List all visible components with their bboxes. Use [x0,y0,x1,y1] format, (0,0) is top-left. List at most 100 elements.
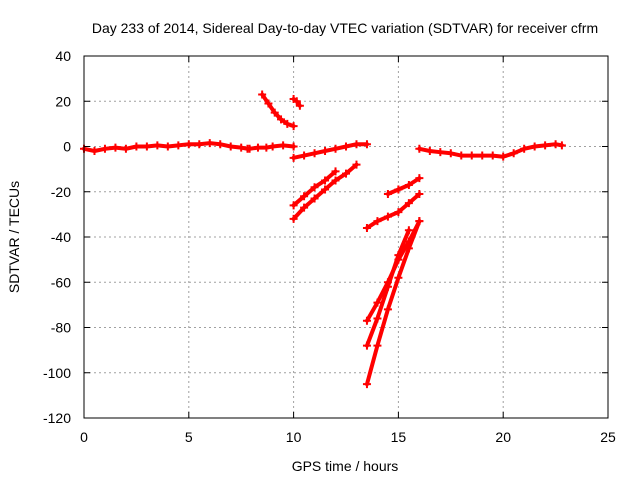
data-point [425,147,434,156]
x-axis-ticks: 0 5 10 15 20 25 [80,56,616,445]
data-point [310,183,319,192]
data-point [310,194,319,203]
series-steep-b [362,226,413,350]
data-point [289,142,298,151]
data-point [321,185,330,194]
data-point [262,143,271,152]
data-point [383,305,392,314]
data-point [383,212,392,221]
data-point [530,142,539,151]
data-point [331,167,340,176]
data-point [373,298,382,307]
data-point [205,139,214,148]
y-tick-label: -20 [51,184,71,200]
data-point [100,144,109,153]
data-point [404,199,413,208]
data-point [258,90,267,99]
data-point [551,140,560,149]
data-point [415,174,424,183]
data-point [90,147,99,156]
series-short-10h [289,94,304,110]
data-point [331,176,340,185]
x-tick-label: 20 [495,429,511,445]
data-point [300,203,309,212]
data-point [541,141,550,150]
data-point [142,142,151,151]
data-point [394,208,403,217]
data-point [289,201,298,210]
series-line-13.5-16 [362,190,424,232]
data-point [292,97,301,106]
data-point [195,140,204,149]
data-point [520,144,529,153]
series-line [365,192,422,230]
data-point [174,141,183,150]
data-point [331,144,340,153]
x-tick-label: 0 [80,429,88,445]
data-point [310,149,319,158]
data-point [362,316,371,325]
data-point [121,144,130,153]
data-point [153,141,162,150]
data-point [436,148,445,157]
data-point [499,152,508,161]
data-point [184,140,193,149]
data-point [226,142,235,151]
data-point [404,226,413,235]
data-point [383,282,392,291]
data-point [488,151,497,160]
data-point [404,180,413,189]
data-point [283,119,292,128]
data-point [478,151,487,160]
chart-title: Day 233 of 2014, Sidereal Day-to-day VTE… [92,20,598,36]
y-tick-label: -120 [43,410,71,426]
data-point [253,143,262,152]
series-baseline-late [415,140,566,161]
x-tick-label: 5 [185,429,193,445]
data-point [237,143,246,152]
series-steep-c [362,217,424,389]
data-point [415,217,424,226]
data-point [362,223,371,232]
data-point [295,101,304,110]
series-line [385,176,422,196]
data-point [404,244,413,253]
data-point [111,143,120,152]
data-point [457,151,466,160]
y-axis-label: SDTVAR / TECUs [6,181,22,293]
data-point [362,140,371,149]
data-point [373,341,382,350]
y-tick-label: -40 [51,229,71,245]
data-point [321,147,330,156]
data-point [352,160,361,169]
x-axis-label: GPS time / hours [292,458,399,474]
data-point [289,122,298,131]
data-point [321,176,330,185]
series-line [365,219,422,387]
data-point [342,169,350,178]
data-point [415,190,424,199]
series-baseline-pre10 [245,141,298,153]
grid-lines [84,56,608,418]
data-point [277,115,286,124]
data-point [289,153,298,162]
data-point [342,142,350,151]
series-falling-arc-a [289,167,340,210]
x-tick-label: 15 [391,429,407,445]
data-point [352,140,361,149]
series-line [260,92,296,129]
data-point [394,251,403,260]
data-point [509,149,518,158]
y-tick-label: -80 [51,320,71,336]
data-point [373,314,382,323]
y-axis-ticks: -120 -100 -80 -60 -40 -20 0 20 40 [43,48,608,426]
data-point [373,217,382,226]
series-rise-10h-13h [289,140,371,162]
data-point [270,108,279,117]
data-point [467,151,476,160]
data-point [300,192,309,201]
y-tick-label: -60 [51,274,71,290]
data-series [80,90,566,389]
y-tick-label: 20 [55,93,71,109]
